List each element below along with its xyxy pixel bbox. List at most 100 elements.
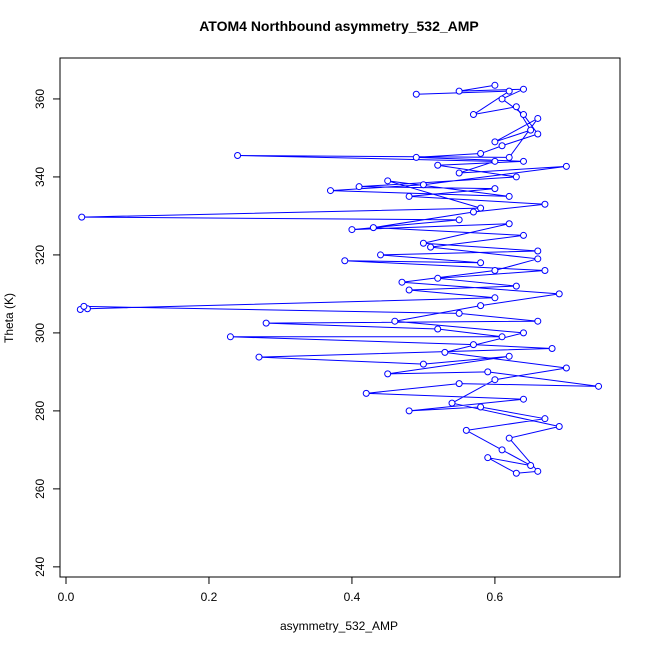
data-point: [527, 126, 535, 134]
data-point: [595, 382, 603, 390]
data-point: [534, 255, 542, 263]
data-point: [505, 153, 513, 161]
data-point: [512, 469, 520, 477]
data-point: [541, 415, 549, 423]
data-point: [484, 368, 492, 376]
data-point: [519, 329, 527, 337]
data-point: [534, 114, 542, 122]
data-point: [348, 226, 356, 234]
data-point: [491, 81, 499, 89]
series-line: [78, 84, 599, 474]
data-point: [534, 467, 542, 475]
data-point: [419, 360, 427, 368]
y-tick-label: 260: [33, 479, 47, 499]
x-tick-label: 0.4: [344, 590, 361, 604]
data-point: [548, 344, 556, 352]
data-point: [491, 157, 499, 165]
data-point: [405, 286, 413, 294]
data-point: [491, 138, 499, 146]
data-point: [527, 461, 535, 469]
data-point: [512, 103, 520, 111]
data-point: [498, 333, 506, 341]
data-point: [78, 213, 86, 221]
data-point: [477, 150, 485, 158]
data-point: [491, 294, 499, 302]
data-point: [384, 370, 392, 378]
data-point: [326, 187, 334, 195]
data-point: [519, 231, 527, 239]
data-point: [555, 290, 563, 298]
data-point: [455, 169, 463, 177]
data-point: [434, 274, 442, 282]
data-point: [477, 302, 485, 310]
data-point: [505, 87, 513, 95]
data-point: [462, 426, 470, 434]
data-point: [477, 403, 485, 411]
data-point: [391, 317, 399, 325]
data-point: [519, 157, 527, 165]
data-point: [498, 95, 506, 103]
data-point: [441, 348, 449, 356]
data-point: [541, 267, 549, 275]
data-point: [505, 192, 513, 200]
y-tick-label: 280: [33, 401, 47, 421]
data-point: [505, 220, 513, 228]
data-point: [398, 278, 406, 286]
data-point: [234, 151, 242, 159]
data-point: [477, 204, 485, 212]
y-tick-label: 320: [33, 245, 47, 265]
x-tick-label: 0.2: [201, 590, 218, 604]
data-point: [541, 200, 549, 208]
data-point: [405, 407, 413, 415]
data-point: [491, 185, 499, 193]
data-point: [455, 87, 463, 95]
x-tick-label: 0.6: [487, 590, 504, 604]
data-point: [498, 142, 506, 150]
data-point: [498, 446, 506, 454]
data-point: [434, 325, 442, 333]
data-point: [369, 224, 377, 232]
data-point: [455, 309, 463, 317]
data-point: [534, 247, 542, 255]
data-point: [469, 341, 477, 349]
x-tick-label: 0.0: [58, 590, 75, 604]
data-point: [448, 399, 456, 407]
y-tick-label: 360: [33, 89, 47, 109]
data-point: [477, 259, 485, 267]
data-point: [80, 302, 88, 310]
data-point: [519, 111, 527, 119]
data-point: [362, 389, 370, 397]
data-point: [355, 183, 363, 191]
data-point: [455, 216, 463, 224]
data-point: [434, 161, 442, 169]
data-point: [455, 380, 463, 388]
data-point: [419, 239, 427, 247]
data-point: [505, 352, 513, 360]
data-point: [469, 208, 477, 216]
data-point: [412, 90, 420, 98]
data-point: [262, 319, 270, 327]
data-point: [377, 251, 385, 259]
data-point: [427, 243, 435, 251]
plot-box: [59, 57, 621, 578]
data-point: [491, 267, 499, 275]
data-point: [469, 111, 477, 119]
data-point: [555, 422, 563, 430]
data-point: [484, 454, 492, 462]
y-tick-label: 300: [33, 323, 47, 343]
y-tick-label: 240: [33, 557, 47, 577]
y-axis-label: Theta (K): [2, 293, 16, 343]
data-point: [419, 181, 427, 189]
data-point: [534, 130, 542, 138]
data-point: [562, 162, 570, 170]
data-point: [405, 192, 413, 200]
data-point: [226, 333, 234, 341]
y-tick-label: 340: [33, 167, 47, 187]
data-point: [341, 257, 349, 265]
data-point: [512, 173, 520, 181]
data-point: [562, 364, 570, 372]
x-axis-label: asymmetry_532_AMP: [280, 619, 398, 633]
data-point: [412, 153, 420, 161]
